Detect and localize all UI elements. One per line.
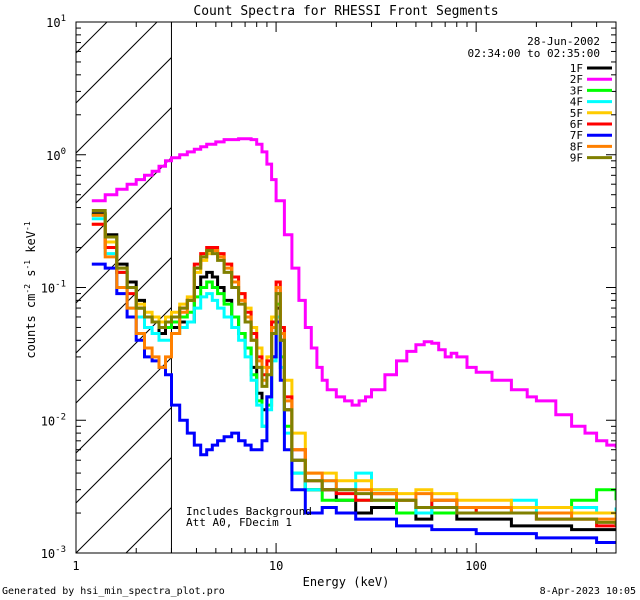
axis-ticks: 1 10 100 10-3 10-2 10-1 100 101 — [41, 14, 617, 573]
y-tick-label: 100 — [46, 147, 66, 163]
footer-generator: Generated by hsi_min_spectra_plot.pro — [2, 586, 225, 597]
y-tick-label: 10-2 — [41, 412, 66, 428]
hatch-line — [76, 256, 172, 354]
hatch-line — [76, 56, 172, 154]
series-line-2f — [91, 137, 616, 448]
legend-label-7f: 7F — [570, 129, 583, 142]
hatch-line — [76, 206, 172, 304]
legend-label-3f: 3F — [570, 84, 583, 97]
hatched-region — [76, 22, 172, 553]
x-axis-label: Energy (keV) — [303, 575, 390, 589]
hatch-line — [76, 22, 158, 104]
legend-label-1f: 1F — [570, 62, 583, 75]
series-line-4f — [91, 217, 616, 515]
series-lines — [91, 137, 616, 544]
footer-timestamp: 8-Apr-2023 10:05 — [540, 586, 636, 597]
chart-title: Count Spectra for RHESSI Front Segments — [193, 4, 498, 19]
legend-label-4f: 4F — [570, 96, 583, 109]
legend-label-9f: 9F — [570, 152, 583, 165]
hatch-line — [76, 456, 172, 553]
annotation-background: Includes Background — [186, 505, 312, 518]
annotation-attenuator: Att A0, FDecim 1 — [186, 516, 292, 529]
y-axis-label: counts cm-2 s-1 keV-1 — [23, 221, 38, 358]
y-tick-label: 10-1 — [41, 280, 66, 296]
x-tick-label: 10 — [269, 559, 283, 573]
date-label: 28-Jun-2002 — [527, 35, 600, 48]
hatch-line — [76, 406, 172, 504]
legend-label-5f: 5F — [570, 107, 583, 120]
legend-label-8f: 8F — [570, 140, 583, 153]
time-range-label: 02:34:00 to 02:35:00 — [468, 47, 600, 60]
legend-label-6f: 6F — [570, 118, 583, 131]
y-tick-label: 101 — [46, 14, 66, 30]
x-tick-label: 1 — [72, 559, 79, 573]
y-tick-label: 10-3 — [41, 545, 66, 561]
series-line-9f — [91, 209, 616, 526]
legend-label-2f: 2F — [570, 73, 583, 86]
x-tick-label: 100 — [465, 559, 487, 573]
